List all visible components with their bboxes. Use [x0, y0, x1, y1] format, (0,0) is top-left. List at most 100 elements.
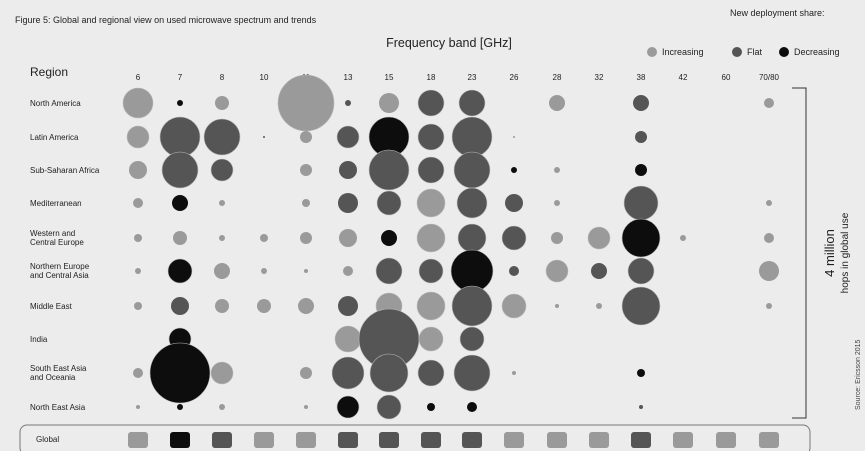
bubble-increasing [136, 405, 140, 409]
band-label: 6 [136, 73, 141, 82]
region-label: North America [30, 99, 81, 108]
bubble-flat [417, 156, 445, 184]
bubble-increasing [339, 229, 357, 247]
bubble-flat [623, 185, 659, 221]
bubble-increasing [257, 299, 271, 313]
bubbles [122, 74, 779, 420]
bubble-flat [453, 354, 491, 392]
legend-label-increasing: Increasing [662, 47, 704, 57]
region-label: North East Asia [30, 403, 86, 412]
bubble-increasing [134, 234, 142, 242]
global-swatch-flat [631, 432, 651, 448]
bubble-increasing [759, 261, 779, 281]
bubble-increasing [261, 268, 267, 274]
bubble-increasing [554, 167, 560, 173]
band-label: 15 [385, 73, 394, 82]
band-label: 23 [468, 73, 477, 82]
band-label: 26 [510, 73, 519, 82]
bubble-increasing [379, 93, 399, 113]
bubble-decreasing [511, 167, 517, 173]
bubble-increasing [219, 200, 225, 206]
global-swatch-increasing [589, 432, 609, 448]
regional-bracket [792, 87, 807, 419]
bubble-increasing [416, 188, 446, 218]
bubble-flat [161, 151, 199, 189]
bubble-increasing [418, 326, 444, 352]
bubble-increasing [343, 266, 353, 276]
band-label: 38 [637, 73, 646, 82]
bubble-flat [375, 257, 403, 285]
bubble-flat [451, 285, 493, 327]
bubble-flat [627, 257, 655, 285]
bubble-increasing [122, 87, 154, 119]
global-swatch-increasing [673, 432, 693, 448]
bubble-increasing [304, 405, 308, 409]
bubble-flat [633, 95, 649, 111]
bubble-decreasing [467, 402, 477, 412]
bubble-flat [456, 187, 488, 219]
legend-label-flat: Flat [747, 47, 763, 57]
bubble-increasing [133, 198, 143, 208]
band-label: 18 [427, 73, 436, 82]
bubble-decreasing [621, 218, 661, 258]
bubble-flat [418, 258, 444, 284]
bubble-flat [457, 223, 487, 253]
bubble-flat [451, 116, 493, 158]
bubble-increasing [766, 303, 772, 309]
bubble-increasing [545, 259, 569, 283]
region-labels: North America Latin America Sub-Saharan Af… [30, 99, 100, 412]
bubble-flat [369, 353, 409, 393]
bubble-decreasing [172, 195, 188, 211]
bubble-increasing [555, 304, 559, 308]
region-label: Northern Europe and Central Asia [30, 262, 90, 280]
region-label: India [30, 335, 48, 344]
region-label: Latin America [30, 133, 79, 142]
bubble-increasing [596, 303, 602, 309]
bubble-flat [621, 286, 661, 326]
bubble-flat [505, 194, 523, 212]
legend-swatch-flat [732, 47, 742, 57]
bubble-increasing [764, 233, 774, 243]
bubble-increasing [501, 293, 527, 319]
bubble-increasing [549, 95, 565, 111]
global-swatch-increasing [504, 432, 524, 448]
bubble-increasing [215, 96, 229, 110]
bubble-flat [376, 394, 402, 420]
bubble-flat [458, 89, 486, 117]
global-swatches [128, 432, 779, 448]
bubble-flat [417, 89, 445, 117]
legend: Increasing Flat Decreasing [647, 47, 840, 57]
band-label: 70/80 [759, 73, 780, 82]
region-label: Middle East [30, 302, 73, 311]
bubble-flat [501, 225, 527, 251]
bubble-increasing [416, 291, 446, 321]
global-swatch-increasing [296, 432, 316, 448]
bubble-flat [509, 266, 519, 276]
bubble-increasing [512, 371, 516, 375]
band-label: 42 [679, 73, 688, 82]
figure-title: Figure 5: Global and regional view on us… [15, 15, 317, 25]
bubble-increasing [304, 269, 308, 273]
bubble-increasing [513, 136, 515, 138]
global-swatch-flat [462, 432, 482, 448]
bubble-flat [376, 190, 402, 216]
bubble-increasing [214, 263, 230, 279]
bubble-increasing [680, 235, 686, 241]
region-label: Western and Central Europe [30, 229, 84, 247]
bubble-flat [210, 158, 234, 182]
legend-title: New deployment share: [730, 8, 825, 18]
bubble-increasing [135, 268, 141, 274]
bubble-increasing [215, 299, 229, 313]
side-label-text: hops in global use [840, 212, 851, 293]
global-swatch-increasing [759, 432, 779, 448]
bubble-flat [635, 131, 647, 143]
band-label: 8 [220, 73, 225, 82]
bubble-increasing [210, 361, 234, 385]
region-label: Mediterranean [30, 199, 82, 208]
bubble-increasing [298, 298, 314, 314]
bubble-decreasing [177, 100, 183, 106]
global-swatch-flat [379, 432, 399, 448]
bubble-increasing [554, 200, 560, 206]
